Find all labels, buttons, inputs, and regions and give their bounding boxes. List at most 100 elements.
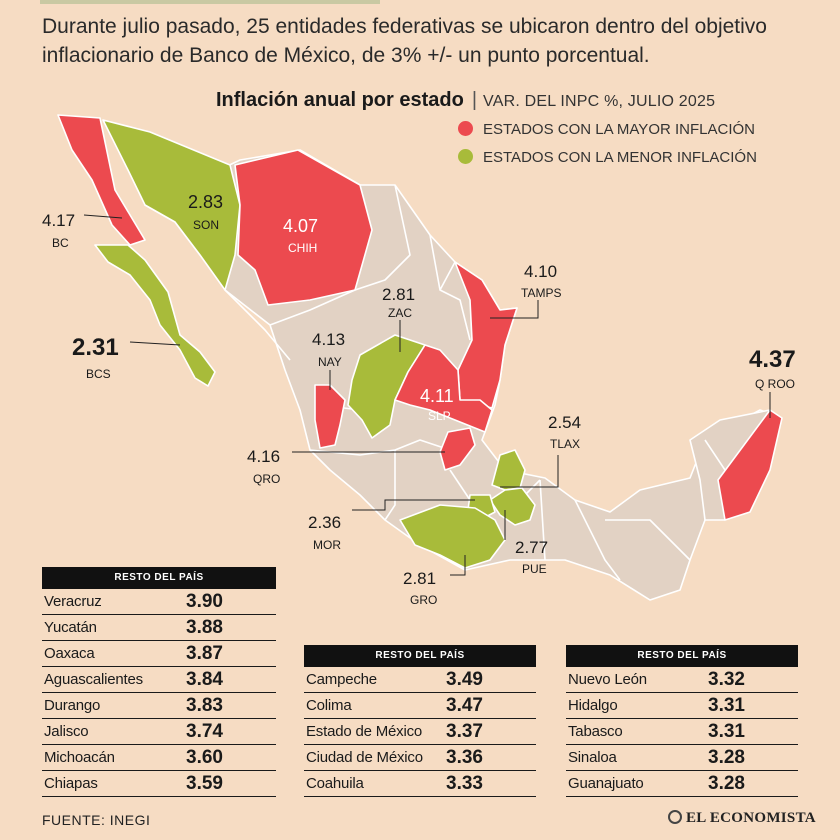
row-value: 3.88 [186, 616, 223, 638]
row-name: Durango [44, 697, 101, 714]
map-value-zac: 2.81 [382, 285, 415, 304]
table-row: Veracruz 3.90 [42, 589, 276, 615]
row-value: 3.83 [186, 694, 223, 716]
row-value: 3.37 [446, 720, 483, 742]
table-row: Tabasco 3.31 [566, 719, 798, 745]
rest-table-2: RESTO DEL PAÍS Campeche 3.49 Colima 3.47 E… [304, 645, 536, 797]
row-name: Sinaloa [568, 749, 617, 766]
map-code-son: SON [193, 218, 219, 232]
row-value: 3.31 [708, 694, 745, 716]
row-name: Colima [306, 697, 352, 714]
table-row: Guanajuato 3.28 [566, 771, 798, 797]
row-value: 3.90 [186, 590, 223, 612]
leader-line-bcs [129, 341, 181, 346]
map-value-bcs: 2.31 [72, 334, 119, 361]
table-row: Jalisco 3.74 [42, 719, 276, 745]
chart-subtitle: VAR. DEL INPC %, JULIO 2025 [483, 93, 716, 110]
row-name: Yucatán [44, 619, 97, 636]
row-name: Tabasco [568, 723, 623, 740]
map-code-slp: SLP [428, 409, 451, 423]
map-value-tlax: 2.54 [548, 413, 581, 432]
row-value: 3.31 [708, 720, 745, 742]
map-code-pue: PUE [522, 562, 547, 576]
table-row: Campeche 3.49 [304, 667, 536, 693]
map-value-bc: 4.17 [42, 211, 75, 230]
map-state-bcs [94, 244, 216, 387]
table-row: Estado de México 3.37 [304, 719, 536, 745]
map-code-bcs: BCS [86, 367, 111, 381]
leader-line-tamps [490, 300, 539, 319]
map-value-gro: 2.81 [403, 569, 436, 588]
row-value: 3.36 [446, 746, 483, 768]
table-row: Coahuila 3.33 [304, 771, 536, 797]
map-value-qro: 4.16 [247, 447, 280, 466]
row-value: 3.49 [446, 668, 483, 690]
leader-line-gro [450, 555, 466, 576]
map-state-tlax [491, 449, 526, 491]
map-value-son: 2.83 [188, 192, 223, 212]
green-dot-icon [458, 149, 473, 164]
row-value: 3.32 [708, 668, 745, 690]
row-name: Nuevo León [568, 671, 647, 688]
map-state-zac [347, 334, 426, 439]
logo-text: EL ECONOMISTA [686, 810, 816, 826]
table-row: Oaxaca 3.87 [42, 641, 276, 667]
title-separator: | [471, 89, 478, 111]
row-name: Chiapas [44, 775, 98, 792]
table-header: RESTO DEL PAÍS [304, 645, 536, 667]
map-code-tamps: TAMPS [521, 286, 561, 300]
map-code-zac: ZAC [388, 306, 412, 320]
table-row: Durango 3.83 [42, 693, 276, 719]
row-value: 3.59 [186, 772, 223, 794]
row-name: Guanajuato [568, 775, 644, 792]
map-code-chih: CHIH [288, 241, 317, 255]
leader-line-mor [352, 499, 475, 511]
row-name: Ciudad de México [306, 749, 423, 766]
map-code-tlax: TLAX [550, 437, 580, 451]
row-name: Oaxaca [44, 645, 95, 662]
row-value: 3.87 [186, 642, 223, 664]
table-row: Michoacán 3.60 [42, 745, 276, 771]
row-name: Coahuila [306, 775, 364, 792]
map-state-gro [399, 504, 506, 569]
legend-item-high: ESTADOS CON LA MAYOR INFLACIÓN [458, 121, 818, 143]
map-value-qroo: 4.37 [749, 346, 796, 373]
table-row: Yucatán 3.88 [42, 615, 276, 641]
map-code-bc: BC [52, 236, 69, 250]
row-value: 3.28 [708, 772, 745, 794]
row-value: 3.60 [186, 746, 223, 768]
row-value: 3.47 [446, 694, 483, 716]
row-name: Jalisco [44, 723, 89, 740]
table-row: Ciudad de México 3.36 [304, 745, 536, 771]
map-state-slp [394, 344, 493, 433]
row-name: Campeche [306, 671, 377, 688]
row-value: 3.74 [186, 720, 223, 742]
top-accent-bar [40, 0, 380, 4]
table-row: Sinaloa 3.28 [566, 745, 798, 771]
row-name: Aguascalientes [44, 671, 143, 688]
map-value-pue: 2.77 [515, 538, 548, 557]
rest-table-3: RESTO DEL PAÍS Nuevo León 3.32 Hidalgo 3.3… [566, 645, 798, 797]
table-row: Aguascalientes 3.84 [42, 667, 276, 693]
legend-label-high: ESTADOS CON LA MAYOR INFLACIÓN [483, 121, 755, 138]
rest-table-1: RESTO DEL PAÍS Veracruz 3.90 Yucatán 3.88 … [42, 567, 276, 797]
source-note: FUENTE: INEGI [42, 812, 151, 828]
leader-line-bc [83, 214, 123, 219]
row-value: 3.28 [708, 746, 745, 768]
chart-title: Inflación anual por estado [216, 89, 464, 111]
table-row: Chiapas 3.59 [42, 771, 276, 797]
map-value-slp: 4.11 [420, 386, 454, 406]
legend-item-low: ESTADOS CON LA MENOR INFLACIÓN [458, 149, 818, 171]
row-value: 3.84 [186, 668, 223, 690]
map-state-nay [314, 384, 346, 449]
leader-line-tlax [500, 455, 559, 488]
row-name: Hidalgo [568, 697, 618, 714]
map-code-gro: GRO [410, 593, 437, 607]
row-name: Michoacán [44, 749, 115, 766]
row-value: 3.33 [446, 772, 483, 794]
map-value-nay: 4.13 [312, 330, 345, 349]
map-value-tamps: 4.10 [524, 262, 557, 281]
table-row: Nuevo León 3.32 [566, 667, 798, 693]
map-code-mor: MOR [313, 538, 341, 552]
